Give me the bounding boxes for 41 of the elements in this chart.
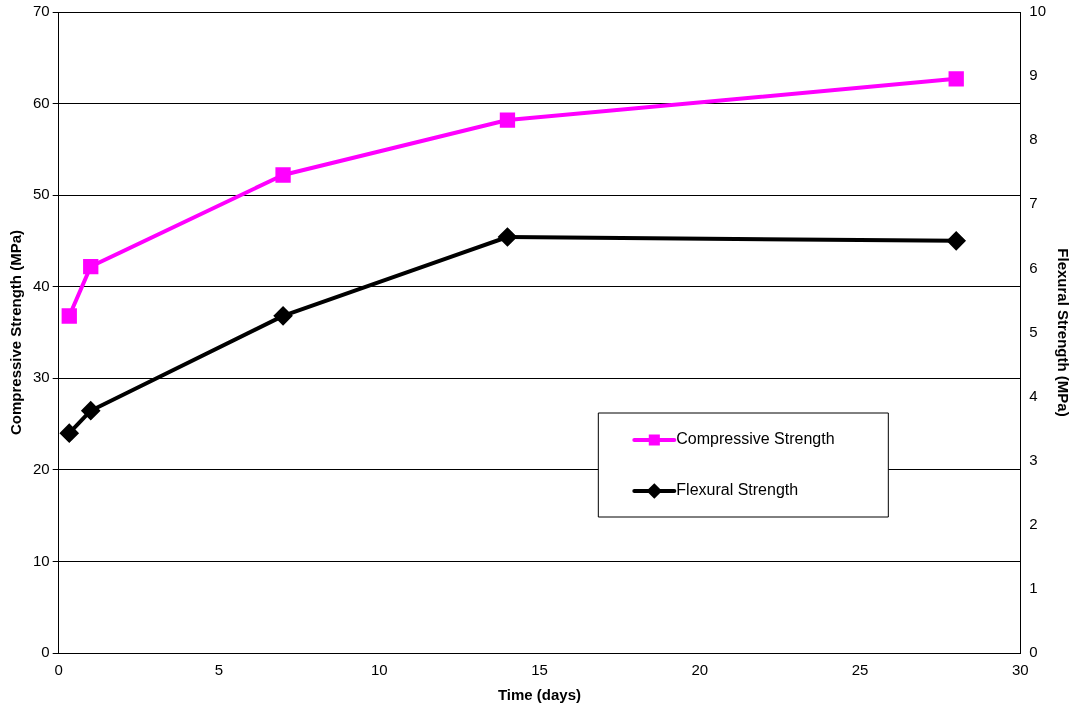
legend-label: Flexural Strength: [676, 481, 799, 499]
point: [275, 167, 291, 183]
point: [947, 231, 966, 250]
point: [274, 306, 293, 325]
y2-axis-title: Flexural Strength (MPa): [1054, 248, 1072, 417]
y-tick-label: 0: [41, 643, 50, 661]
y2-tick-label: 8: [1029, 130, 1038, 148]
point: [498, 227, 517, 246]
point: [61, 308, 77, 324]
y-tick-label: 30: [33, 368, 50, 386]
point: [499, 112, 516, 128]
legend-label: Compressive Strength: [676, 430, 835, 448]
y2-tick-label: 10: [1029, 2, 1046, 20]
y-axis-title: Compressive Strength (MPa): [7, 229, 25, 436]
x-tick-label: 0: [54, 661, 63, 679]
x-tick-label: 20: [691, 661, 709, 679]
y2-tick-label: 1: [1029, 579, 1038, 597]
x-tick-label: 10: [370, 661, 388, 679]
y-tick-label: 70: [33, 2, 50, 20]
point: [60, 424, 79, 443]
x-tick-label: 25: [851, 661, 869, 679]
y-tick-label: 60: [33, 93, 50, 111]
y-tick-label: 50: [33, 185, 50, 203]
y-tick-label: 20: [33, 460, 50, 477]
point: [948, 71, 964, 87]
point: [83, 258, 99, 275]
x-tick-label: 15: [531, 661, 548, 679]
x-tick-label: 5: [214, 661, 224, 679]
y2-tick-label: 6: [1029, 258, 1038, 276]
x-tick-label: 30: [1011, 661, 1029, 679]
x-axis-title: Time (days): [497, 686, 582, 704]
y-tick-label: 40: [33, 276, 50, 294]
y2-tick-label: 9: [1029, 66, 1038, 84]
y2-tick-label: 0: [1029, 643, 1038, 661]
y2-tick-label: 3: [1029, 450, 1038, 468]
point: [81, 401, 100, 420]
y2-tick-label: 4: [1029, 386, 1038, 404]
y2-tick-label: 5: [1029, 322, 1038, 340]
y-tick-label: 10: [33, 551, 50, 569]
y2-tick-label: 2: [1029, 514, 1038, 532]
y2-tick-label: 7: [1029, 194, 1038, 212]
